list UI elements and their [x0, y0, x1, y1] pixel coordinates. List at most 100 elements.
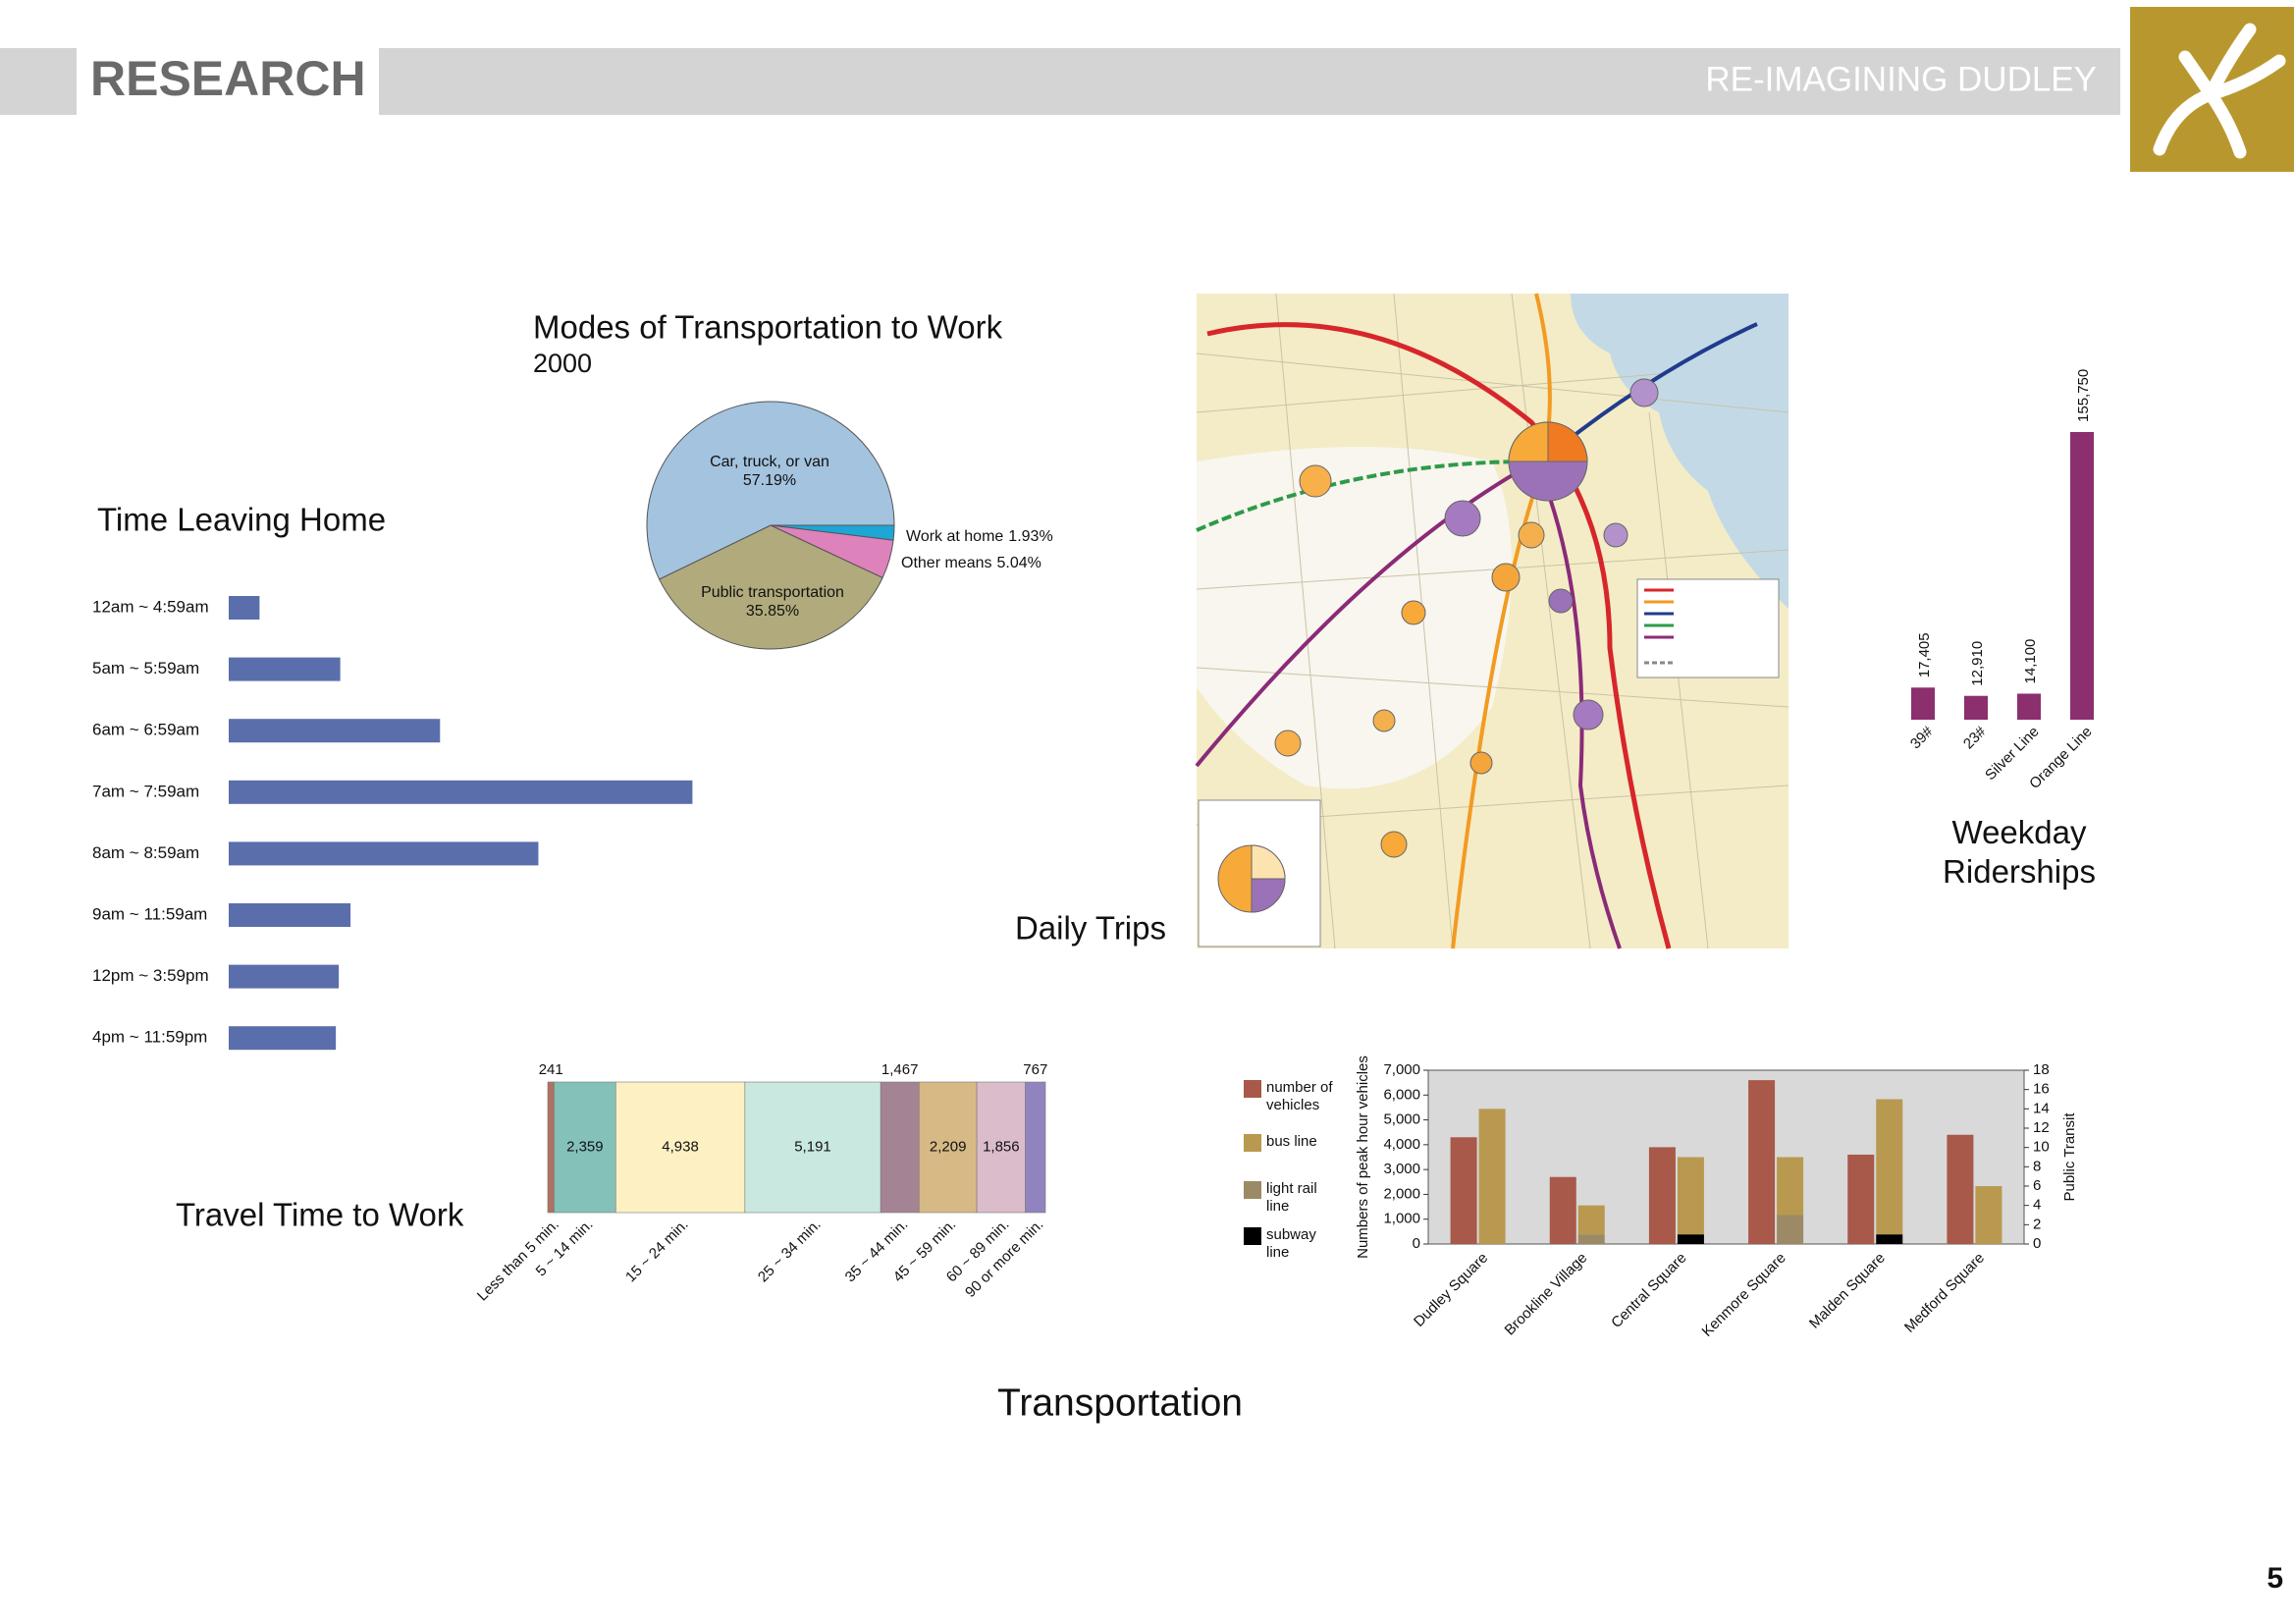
chart-title: Travel Time to Work [176, 1197, 464, 1233]
y2-tick-label: 18 [2033, 1061, 2050, 1078]
caption: Transportation [997, 1381, 1243, 1424]
legend-label: subway line [1266, 1226, 1316, 1261]
value-label: 14,100 [2022, 639, 2039, 684]
chart-title: Time Leaving Home [97, 502, 386, 538]
bar [2017, 693, 2041, 720]
bar-segment [1677, 1234, 1704, 1244]
header-block [0, 48, 77, 115]
section-title: RESEARCH [90, 51, 366, 106]
y2-axis-title: Public Transit [2061, 1112, 2078, 1202]
logo-mark [2153, 23, 2286, 159]
map-label: Daily Trips [1015, 910, 1166, 947]
bar-segment [1577, 1234, 1605, 1244]
category-label: 12pm ~ 3:59pm [92, 966, 209, 985]
bar-segment [1777, 1215, 1804, 1244]
category-label: 39# [1907, 723, 1937, 752]
category-label: Malden Square [1806, 1250, 1889, 1332]
map-green-line [1196, 460, 1532, 532]
y-tick-label: 4,000 [1383, 1136, 1420, 1153]
map-pies [1274, 378, 1659, 858]
value-label: 155,750 [2075, 369, 2092, 422]
category-label: 15 ~ 24 min. [622, 1217, 692, 1286]
legend-swatch [1244, 1227, 1261, 1245]
y-axis-title: Numbers of peak hour vehicles [1355, 1056, 1371, 1259]
y2-tick-label: 6 [2033, 1177, 2041, 1194]
bar-segment [1577, 1205, 1605, 1235]
value-label: 2,209 [930, 1138, 967, 1155]
bar-segment [1876, 1099, 1903, 1235]
bar [1947, 1134, 1974, 1244]
category-label: 5am ~ 5:59am [92, 659, 199, 677]
pie-slice [646, 401, 895, 580]
bar-segment [1025, 1081, 1046, 1214]
slice-label: Other means 5.04% [901, 555, 1041, 571]
category-label: 9am ~ 11:59am [92, 904, 207, 923]
map-purple-line [1195, 459, 1622, 949]
bar [229, 841, 539, 866]
bar-segment [1975, 1186, 2002, 1244]
value-label: 17,405 [1916, 632, 1933, 677]
y-tick-label: 1,000 [1383, 1211, 1420, 1227]
map-urban [1197, 447, 1512, 789]
legend-swatch [1244, 1134, 1261, 1152]
category-label: 4pm ~ 11:59pm [92, 1028, 207, 1047]
bar [1964, 695, 1988, 720]
category-label: 23# [1960, 723, 1990, 752]
slice-value: 57.19% [743, 472, 796, 489]
category-label: Central Square [1608, 1250, 1689, 1331]
value-label: 1,856 [983, 1138, 1020, 1155]
slice-category: Public transportation [701, 584, 844, 601]
legend-swatch [1244, 1080, 1261, 1098]
pie-slice [658, 524, 883, 650]
y-tick-label: 3,000 [1383, 1161, 1420, 1177]
category-label: Dudley Square [1411, 1250, 1491, 1330]
map-route-key-lines [1644, 588, 1674, 665]
y-tick-label: 5,000 [1383, 1111, 1420, 1128]
bar-segment [1876, 1234, 1903, 1244]
bar [1911, 687, 1935, 720]
y-tick-label: 2,000 [1383, 1185, 1420, 1202]
bar-segment [554, 1081, 616, 1214]
category-label: Medford Square [1901, 1250, 1988, 1336]
slice-value: 35.85% [746, 603, 799, 620]
y2-tick-label: 10 [2033, 1139, 2050, 1156]
map-red-line [1206, 322, 1672, 949]
bar [1549, 1176, 1576, 1244]
y2-tick-label: 12 [2033, 1119, 2050, 1136]
category-label: 8am ~ 8:59am [92, 843, 199, 862]
y-tick-label: 6,000 [1383, 1086, 1420, 1103]
legend-label: bus line [1266, 1133, 1317, 1150]
legend-swatch [1244, 1181, 1261, 1199]
map-route-key [1636, 578, 1780, 678]
bar [1748, 1080, 1776, 1244]
chart-subtitle: 2000 [533, 349, 592, 378]
bar [229, 596, 260, 620]
value-label: 5,191 [794, 1138, 831, 1155]
page-number: 5 [2267, 1562, 2283, 1595]
bar [1450, 1137, 1477, 1244]
bar [2070, 431, 2094, 720]
value-label: 12,910 [1969, 641, 1986, 686]
bar-segment [976, 1081, 1026, 1214]
legend-label: light rail line [1266, 1180, 1317, 1215]
map-pie-key-slice [1251, 844, 1286, 880]
project-title: RE-IMAGINING DUDLEY [1705, 60, 2097, 98]
bar-segment [1478, 1109, 1506, 1244]
y2-tick-label: 2 [2033, 1216, 2041, 1232]
map-streets [1196, 293, 1789, 949]
y2-tick-label: 4 [2033, 1197, 2041, 1214]
y2-tick-label: 16 [2033, 1081, 2050, 1098]
bar-segment [880, 1081, 920, 1214]
slice-value: 5.04% [996, 555, 1041, 571]
category-label: 6am ~ 6:59am [92, 721, 199, 739]
bar-segment [547, 1081, 555, 1214]
y-tick-label: 0 [1413, 1235, 1420, 1252]
map [1195, 293, 1789, 949]
legend-label: number of vehicles [1266, 1079, 1333, 1113]
category-label: 7am ~ 7:59am [92, 782, 199, 800]
slice-value: 1.93% [1008, 528, 1052, 545]
chart-title: Weekday Riderships [1943, 814, 2096, 890]
map-pie-key-slice [1251, 878, 1286, 913]
category-label: Brookline Village [1502, 1250, 1591, 1339]
bar-segment [744, 1081, 881, 1214]
